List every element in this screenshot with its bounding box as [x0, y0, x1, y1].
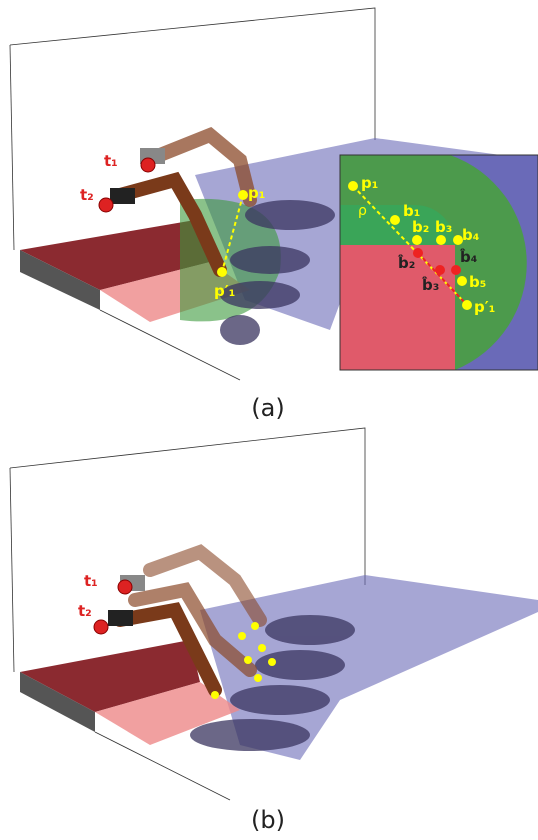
inset-label: b₄ [462, 226, 479, 244]
wall-edge [10, 468, 14, 672]
target-label: t₁ [104, 152, 118, 170]
target [94, 620, 108, 634]
wall [10, 8, 375, 140]
gripper [108, 610, 133, 626]
target-label: t₂ [80, 186, 94, 204]
target-label: t₁ [84, 572, 98, 590]
wall-edge [10, 45, 14, 250]
point-label: p′₁ [214, 282, 235, 300]
panel-b: t₁ t₂ (b) [10, 428, 538, 834]
panel-a: t₁ t₂ p₁ p′₁ p₁ b₁ b₂ b₃ b₄ b₅ p′₁ b̂₂ b… [10, 8, 538, 422]
inset-label: b̂₃ [421, 275, 439, 294]
target [118, 580, 132, 594]
point-label: p₁ [248, 184, 265, 202]
target-label: t₂ [78, 602, 92, 620]
inset-label: b₃ [435, 218, 452, 236]
target [99, 198, 113, 212]
point [217, 267, 227, 277]
gripper [110, 188, 135, 204]
target [141, 158, 155, 172]
point [238, 190, 248, 200]
inset: p₁ b₁ b₂ b₃ b₄ b₅ p′₁ b̂₂ b̂₃ b̂₄ ρ [340, 155, 538, 370]
caption: (a) [251, 394, 284, 422]
inset-label: b₅ [469, 273, 486, 291]
radius-label: ρ [358, 203, 367, 219]
floor-edge [100, 310, 240, 380]
inset-label: p₁ [361, 174, 378, 192]
inset-label: b̂₂ [397, 253, 415, 272]
inset-label: p′₁ [474, 298, 495, 316]
caption: (b) [251, 806, 285, 834]
inset-label: b̂₄ [459, 247, 477, 266]
inset-label: b₂ [412, 218, 429, 236]
figure: t₁ t₂ p₁ p′₁ p₁ b₁ b₂ b₃ b₄ b₅ p′₁ b̂₂ b… [0, 0, 538, 840]
